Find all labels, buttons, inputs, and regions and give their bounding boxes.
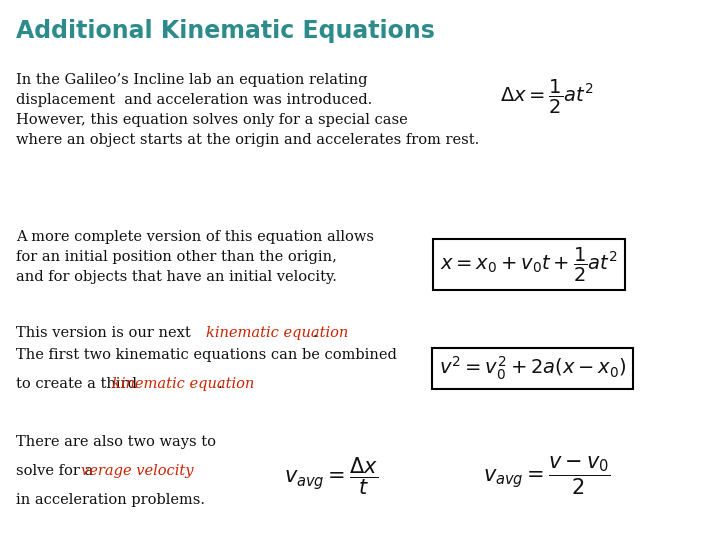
Text: .: . [217, 377, 222, 392]
Text: kinematic equation: kinematic equation [112, 377, 254, 392]
Text: to create a third: to create a third [16, 377, 141, 392]
Text: The first two kinematic equations can be combined: The first two kinematic equations can be… [16, 348, 397, 362]
Text: .: . [312, 326, 317, 340]
Text: $\Delta x = \dfrac{1}{2}at^2$: $\Delta x = \dfrac{1}{2}at^2$ [500, 78, 594, 116]
Text: Additional Kinematic Equations: Additional Kinematic Equations [16, 19, 435, 43]
Text: $x = x_0 + v_0 t + \dfrac{1}{2}at^2$: $x = x_0 + v_0 t + \dfrac{1}{2}at^2$ [440, 246, 618, 284]
Text: In the Galileo’s Incline lab an equation relating
displacement  and acceleration: In the Galileo’s Incline lab an equation… [16, 73, 479, 147]
Text: $v_{avg} = \dfrac{\Delta x}{t}$: $v_{avg} = \dfrac{\Delta x}{t}$ [284, 456, 378, 497]
Text: solve for a: solve for a [16, 464, 93, 478]
Text: There are also two ways to: There are also two ways to [16, 435, 216, 449]
Text: verage velocity: verage velocity [81, 464, 194, 478]
Text: kinematic equation: kinematic equation [206, 326, 348, 340]
Text: A more complete version of this equation allows
for an initial position other th: A more complete version of this equation… [16, 230, 374, 284]
Text: This version is our next: This version is our next [16, 326, 195, 340]
Text: $v^2 = v_0^2 + 2a\left(x - x_0\right)$: $v^2 = v_0^2 + 2a\left(x - x_0\right)$ [439, 355, 626, 382]
Text: $v_{avg} = \dfrac{v - v_0}{2}$: $v_{avg} = \dfrac{v - v_0}{2}$ [483, 455, 611, 497]
Text: in acceleration problems.: in acceleration problems. [16, 493, 205, 507]
